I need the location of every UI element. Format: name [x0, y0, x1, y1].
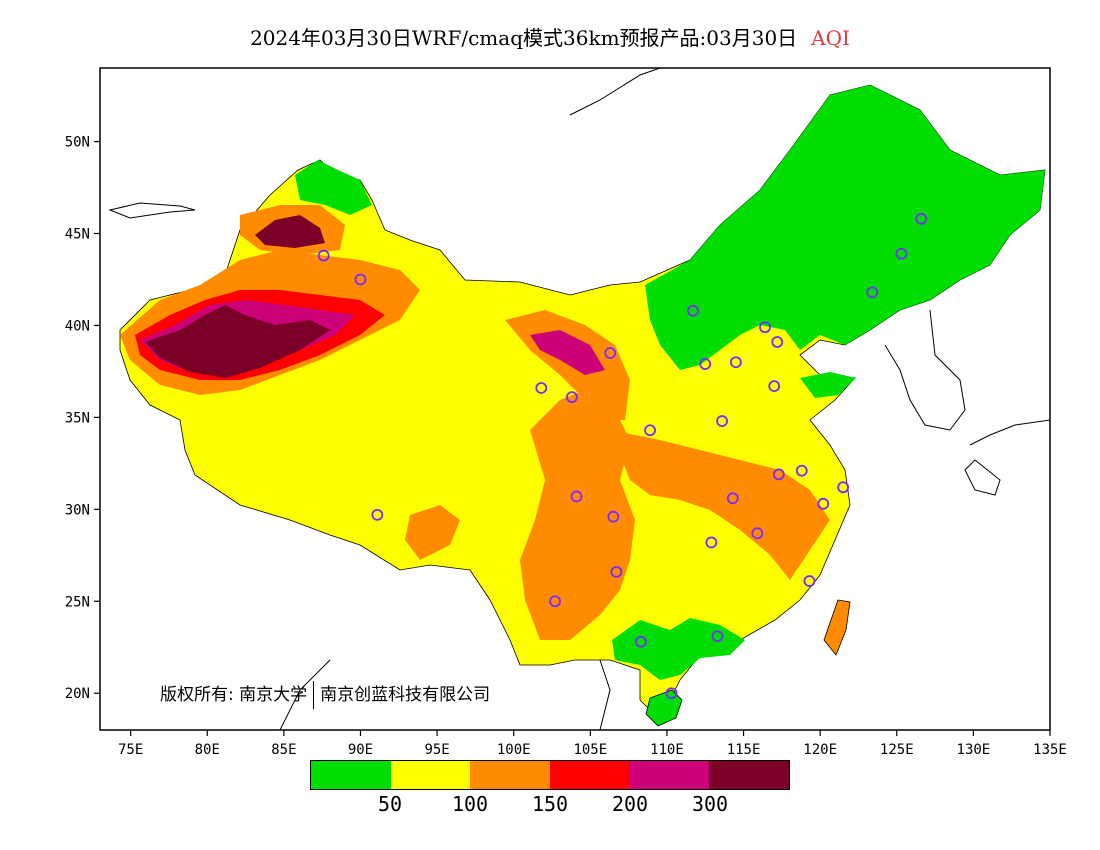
x-tick-label: 90E	[348, 742, 373, 758]
copyright: 版权所有: 南京大学 南京创蓝科技有限公司	[160, 680, 490, 709]
station-markers	[317, 212, 928, 700]
plot-area	[108, 68, 1050, 730]
station-marker	[768, 380, 781, 393]
y-tick-label: 45N	[65, 227, 90, 243]
station-marker	[634, 635, 647, 648]
northeast-green	[645, 85, 1045, 370]
station-marker	[687, 304, 699, 317]
sichuan-orange	[520, 390, 635, 640]
station-marker	[535, 382, 548, 394]
legend-swatch	[311, 761, 391, 789]
x-tick-label: 80E	[195, 742, 220, 758]
y-tick-label: 40N	[65, 318, 90, 334]
y-tick-label: 50N	[65, 135, 90, 151]
station-marker	[726, 492, 739, 505]
station-marker	[729, 356, 742, 369]
station-marker	[771, 336, 784, 348]
x-tick-label: 85E	[271, 742, 296, 758]
station-marker	[604, 347, 617, 359]
y-tick-label: 30N	[65, 502, 90, 518]
title-variable: AQI	[811, 26, 850, 50]
coastlines	[108, 68, 1050, 730]
tibet-orange	[405, 505, 460, 560]
hainan-green	[645, 689, 683, 727]
chart-title: 2024年03月30日WRF/cmaq模式36km预报产品:03月30日 AQI	[0, 22, 1100, 51]
shandong-green	[800, 372, 856, 398]
south-green	[612, 618, 745, 680]
legend-label: 50	[377, 792, 403, 816]
dzungaria-maroon	[255, 215, 325, 248]
x-tick-label: 125E	[880, 742, 914, 758]
copyright-separator	[313, 681, 315, 709]
y-axis: 50N 45N 40N 35N 30N 25N 20N	[65, 135, 100, 702]
station-marker	[866, 286, 879, 299]
station-marker	[549, 595, 561, 608]
station-marker	[566, 391, 578, 404]
plot-frame	[99, 67, 1051, 731]
x-tick-label: 130E	[957, 742, 991, 758]
legend-label: 300	[691, 792, 729, 816]
x-tick-label: 120E	[803, 742, 837, 758]
x-tick-label: 75E	[118, 742, 143, 758]
legend-label: 100	[451, 792, 489, 816]
y-tick-label: 20N	[65, 686, 90, 702]
station-marker	[371, 508, 384, 521]
central-orange	[610, 430, 830, 580]
ordos-magenta	[530, 330, 605, 375]
legend-label: 200	[611, 792, 649, 816]
y-tick-label: 35N	[65, 410, 90, 426]
y-tick-label: 25N	[65, 594, 90, 610]
x-tick-label: 100E	[497, 742, 531, 758]
station-marker	[354, 273, 367, 286]
station-marker	[607, 510, 620, 523]
station-marker	[837, 481, 850, 494]
legend-swatch	[390, 761, 471, 789]
title-main: 2024年03月30日WRF/cmaq模式36km预报产品:03月30日	[250, 26, 798, 50]
legend-label: 150	[531, 792, 569, 816]
taiwan-orange	[823, 599, 851, 656]
altai-green	[295, 160, 372, 215]
station-marker	[610, 565, 623, 578]
x-axis: 75E 80E 85E 90E 95E 100E 105E 110E 115E 120E 125E 1…	[118, 730, 1067, 758]
legend-swatch	[470, 761, 551, 789]
legend-swatch	[550, 761, 630, 789]
station-marker	[817, 497, 830, 510]
station-marker	[644, 424, 656, 437]
x-tick-label: 110E	[650, 742, 684, 758]
station-marker	[699, 358, 712, 370]
copyright-right: 南京创蓝科技有限公司	[320, 685, 491, 705]
station-marker	[772, 468, 785, 481]
legend-swatch	[629, 761, 710, 789]
color-legend	[310, 760, 790, 790]
station-marker	[705, 536, 718, 549]
station-marker	[711, 630, 724, 643]
x-tick-label: 105E	[573, 742, 607, 758]
x-tick-label: 135E	[1033, 742, 1067, 758]
station-marker	[795, 464, 808, 477]
legend-swatch	[709, 761, 790, 789]
copyright-left: 版权所有: 南京大学	[160, 685, 308, 705]
station-marker	[665, 687, 678, 700]
station-marker	[759, 321, 771, 334]
x-tick-label: 115E	[727, 742, 761, 758]
x-tick-label: 95E	[424, 742, 449, 758]
station-marker	[751, 527, 764, 540]
station-marker	[895, 247, 908, 260]
station-marker	[803, 575, 816, 587]
station-marker	[570, 490, 583, 503]
station-marker	[915, 212, 928, 225]
station-marker	[716, 415, 728, 427]
tarim-maroon	[145, 305, 330, 378]
station-marker	[317, 249, 330, 262]
